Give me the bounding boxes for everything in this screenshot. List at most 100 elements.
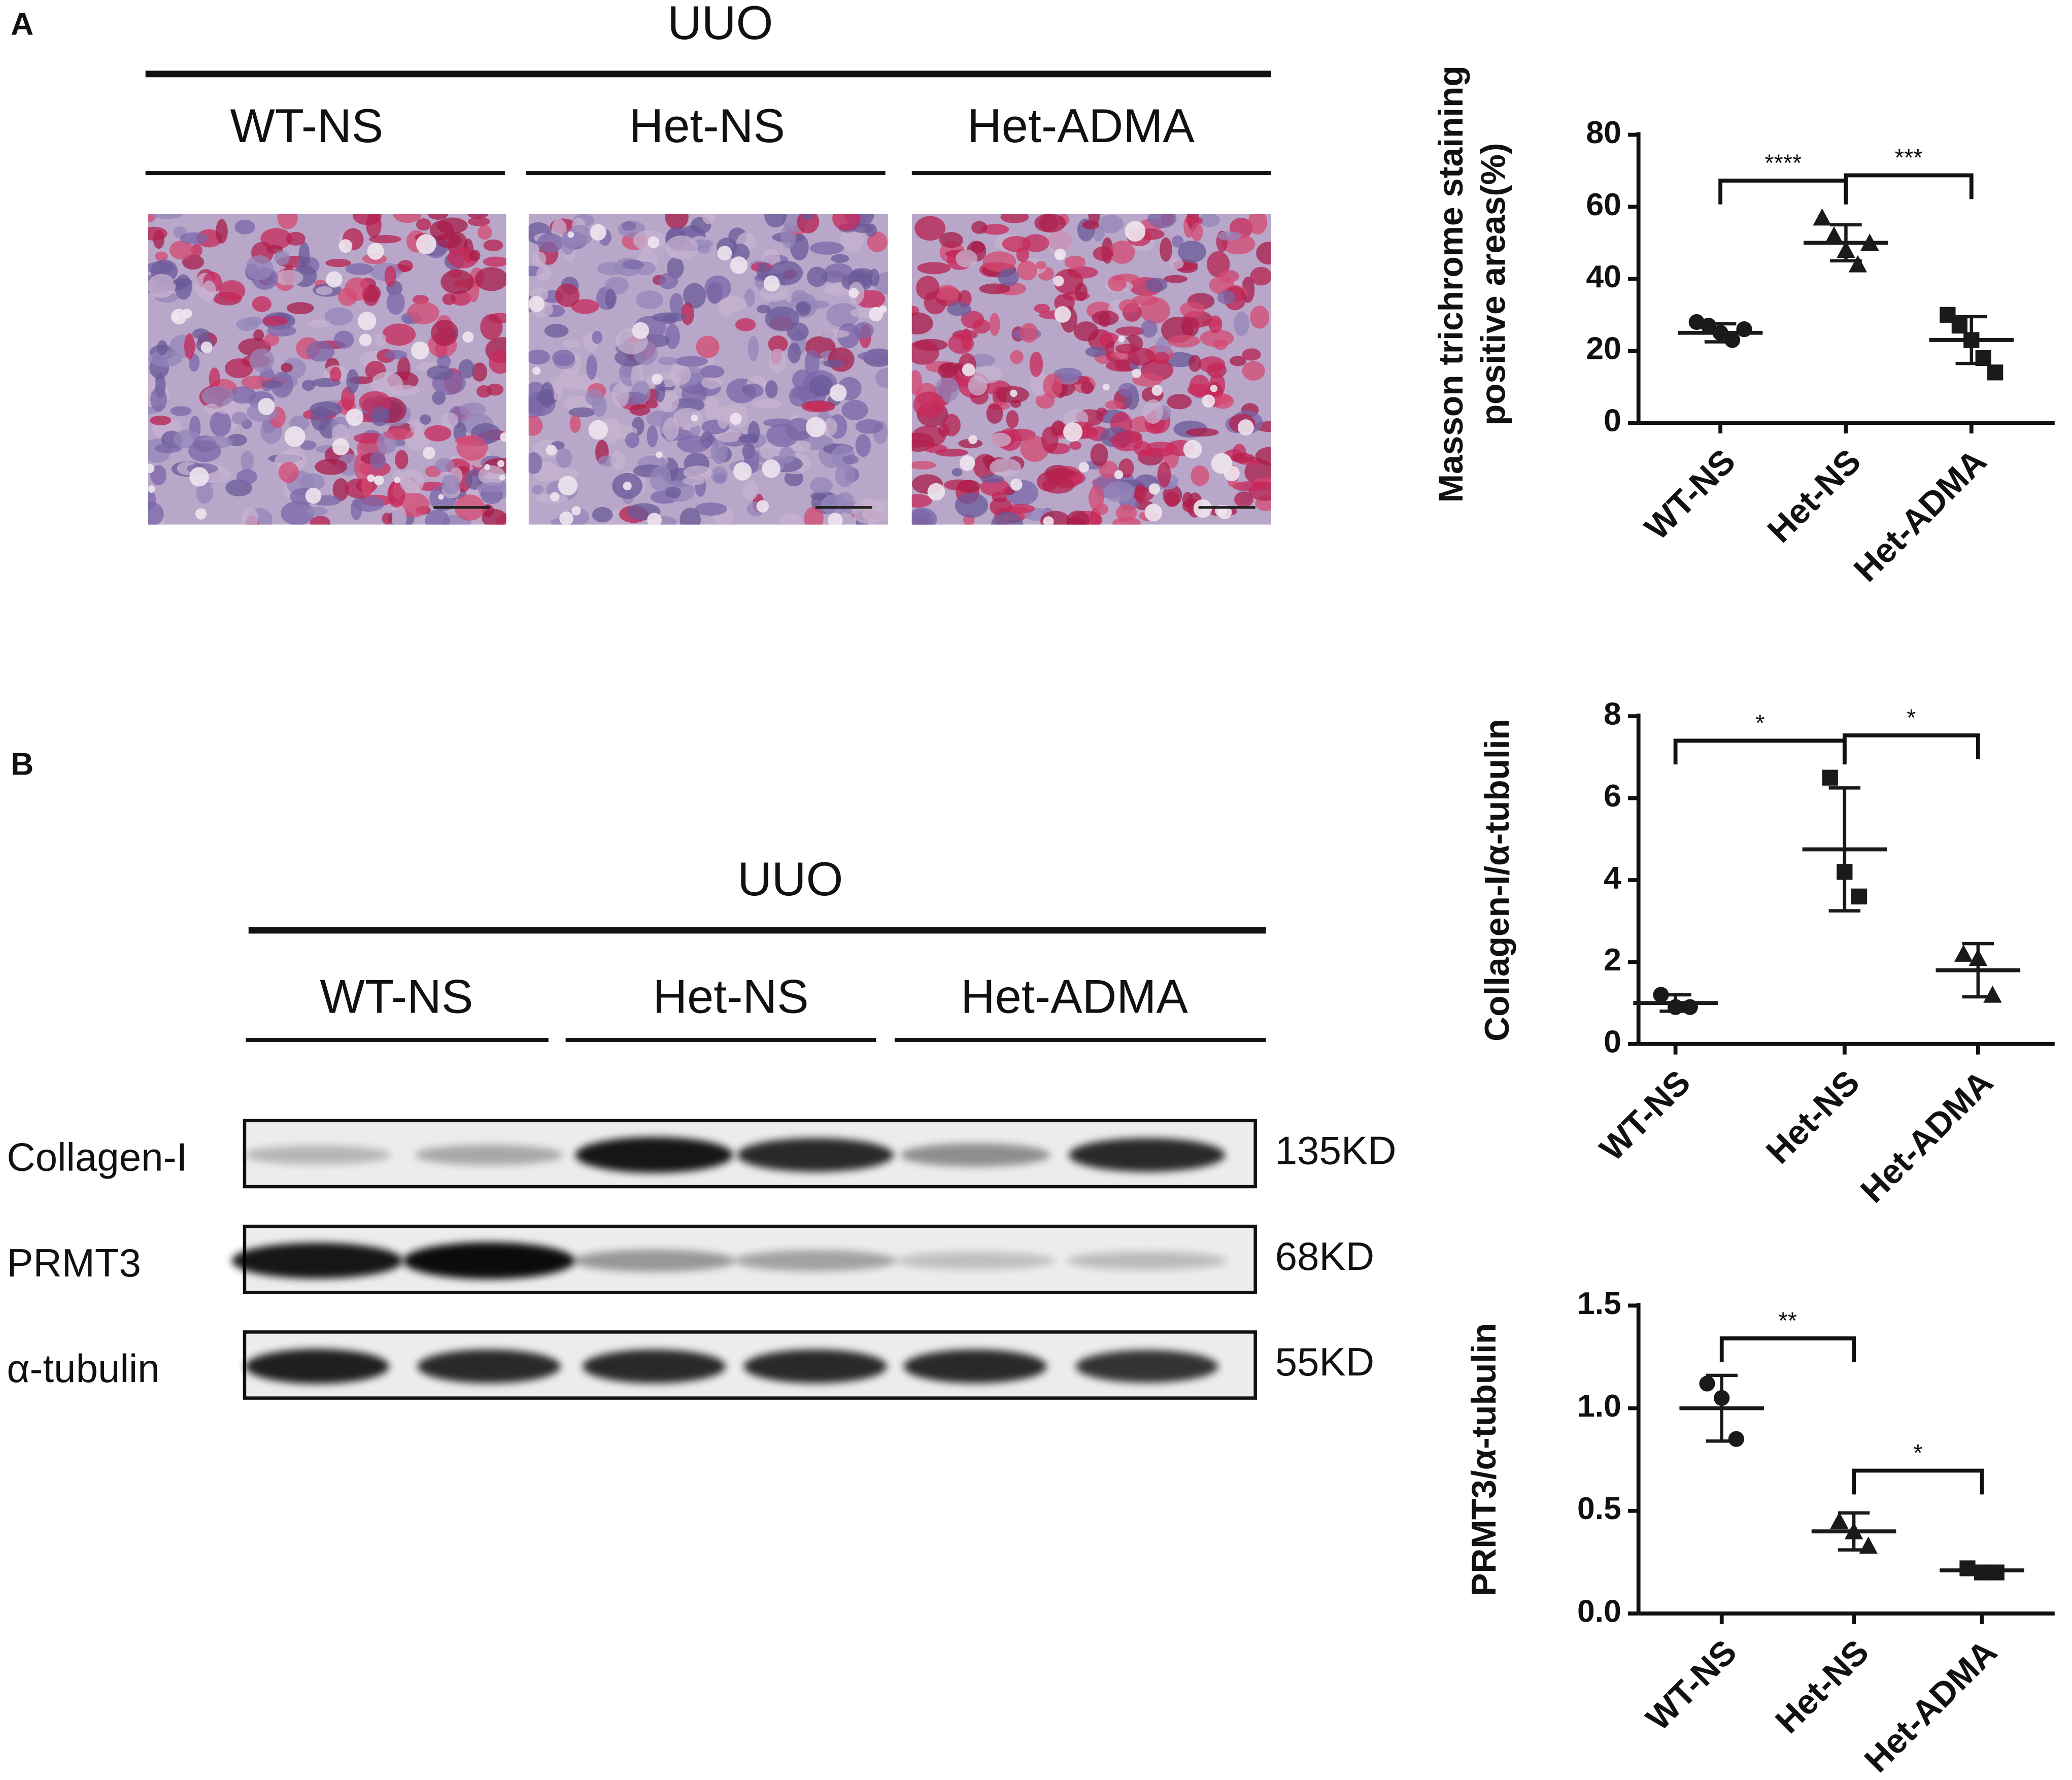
- tissue-cell: [150, 415, 172, 426]
- tissue-cell: [1020, 323, 1038, 343]
- tissue-cell: [188, 440, 221, 462]
- group-label: Het-ADMA: [961, 970, 1188, 1023]
- tissue-lumen: [416, 234, 436, 254]
- tissue-cell: [393, 214, 422, 223]
- tissue-cell: [182, 254, 205, 270]
- tissue-cell: [1098, 215, 1124, 233]
- tissue-cell: [1045, 468, 1077, 479]
- tissue-cell: [1069, 441, 1081, 450]
- tissue-cell: [1182, 492, 1193, 508]
- tissue-cell: [1082, 220, 1100, 230]
- group-label: Het-NS: [629, 99, 785, 152]
- tissue-lumen: [558, 476, 578, 496]
- tissue-cell: [555, 283, 580, 308]
- tissue-cell: [1231, 453, 1255, 463]
- tissue-cell: [399, 469, 424, 494]
- tissue-cell: [1005, 503, 1035, 514]
- tissue-cell: [809, 375, 833, 397]
- tissue-cell: [536, 266, 552, 282]
- tissue-cell: [280, 363, 293, 373]
- tissue-cell: [249, 348, 275, 372]
- tissue-cell: [868, 268, 880, 287]
- significance-bracket: [1842, 733, 1980, 759]
- tissue-lumen: [1010, 478, 1023, 491]
- tissue-lumen: [550, 492, 560, 501]
- tissue-cell: [652, 312, 686, 322]
- blot-band: [582, 1349, 726, 1384]
- tissue-cell: [1217, 231, 1242, 241]
- tissue-cell: [571, 299, 599, 314]
- tissue-cell: [231, 412, 248, 425]
- tissue-cell: [911, 494, 932, 508]
- tissue-lumen: [632, 322, 650, 339]
- tissue-cell: [1242, 361, 1265, 381]
- tissue-cell: [471, 362, 488, 382]
- tissue-cell: [855, 434, 871, 457]
- tissue-lumen: [648, 236, 660, 248]
- tissue-cell: [1105, 400, 1123, 410]
- tissue-lumen: [546, 445, 557, 456]
- tissue-cell: [218, 280, 246, 301]
- tissue-cell: [190, 244, 202, 257]
- tissue-cell: [821, 494, 849, 516]
- tissue-cell: [612, 383, 629, 408]
- tissue-cell: [169, 241, 194, 260]
- tissue-lumen: [652, 374, 663, 385]
- tissue-cell: [680, 508, 701, 525]
- tissue-cell: [298, 242, 310, 267]
- tissue-cell: [1140, 320, 1158, 338]
- tissue-cell: [1256, 242, 1271, 265]
- tissue-lumen: [828, 513, 843, 525]
- tissue-cell: [625, 432, 640, 448]
- tissue-cell: [392, 505, 407, 525]
- tissue-cell: [765, 380, 778, 398]
- tissue-lumen: [462, 331, 474, 343]
- tissue-cell: [1188, 355, 1202, 372]
- error-bar: [1706, 1373, 1738, 1443]
- tissue-cell: [556, 448, 572, 468]
- tissue-cell: [482, 509, 506, 525]
- tissue-cell: [210, 410, 231, 437]
- tissue-cell: [944, 479, 974, 491]
- tissue-cell: [552, 377, 563, 401]
- significance-bracket: [1719, 1336, 1856, 1362]
- tissue-cell: [605, 289, 616, 309]
- tissue-cell: [802, 214, 814, 220]
- tissue-cell: [1164, 275, 1188, 283]
- tissue-lumen: [189, 467, 209, 487]
- tissue-cell: [1191, 222, 1203, 242]
- tissue-cell: [440, 270, 474, 294]
- tissue-cell: [173, 278, 192, 286]
- tissue-cell: [702, 214, 716, 224]
- tissue-cell: [717, 405, 730, 429]
- tissue-lumen: [717, 246, 732, 261]
- tissue-lumen: [623, 481, 632, 490]
- tissue-cell: [979, 283, 1011, 294]
- tissue-cell: [1034, 214, 1066, 233]
- tissue-lumen: [148, 464, 155, 474]
- tissue-lumen: [571, 506, 581, 516]
- tissue-cell: [780, 224, 797, 249]
- tissue-cell: [1073, 321, 1099, 342]
- tissue-cell: [989, 458, 1022, 477]
- tissue-cell: [1016, 260, 1038, 281]
- tissue-cell: [735, 318, 756, 331]
- tissue-cell: [1092, 310, 1119, 326]
- tissue-cell: [353, 496, 385, 512]
- tissue-cell: [805, 402, 831, 411]
- tissue-lumen: [567, 231, 574, 238]
- tissue-cell: [184, 333, 195, 359]
- tissue-cell: [937, 362, 957, 379]
- tissue-cell: [478, 465, 505, 485]
- group-label: Het-ADMA: [967, 99, 1195, 152]
- data-point: [1724, 332, 1741, 348]
- tissue-cell: [261, 380, 283, 388]
- tissue-cell: [809, 241, 844, 255]
- significance-bracket: [1852, 1468, 1984, 1495]
- tissue-cell: [428, 214, 448, 220]
- blot-row-label: α-tubulin: [7, 1346, 159, 1391]
- tissue-cell: [673, 408, 703, 428]
- tissue-cell: [1066, 510, 1090, 525]
- tissue-cell: [1046, 228, 1072, 254]
